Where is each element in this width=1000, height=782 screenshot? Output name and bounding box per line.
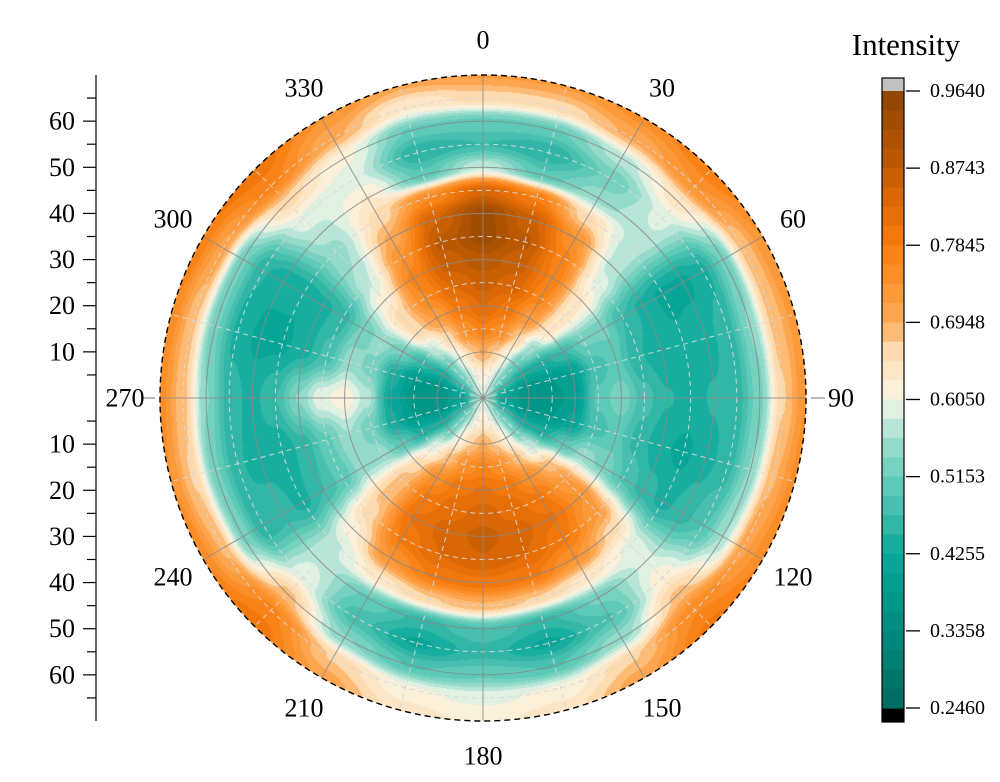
colorbar-tick-label: 0.8743 [930, 157, 985, 179]
radial-tick-labels: 10 10 20 20 30 30 40 40 50 50 60 60 [49, 107, 75, 690]
angular-tick-label: 180 [464, 742, 503, 771]
colorbar-title: Intensity [851, 27, 961, 62]
colorbar-tick-label: 0.7845 [930, 234, 985, 256]
colorbar-tick-label: 0.9640 [930, 80, 985, 102]
colorbar-tick-label: 0.6050 [930, 389, 985, 411]
radial-tick-label: 60 [49, 107, 75, 136]
colorbar-tick-label: 0.5153 [930, 466, 985, 488]
angular-tick-label: 240 [153, 563, 192, 592]
polar-grid-major [160, 75, 806, 721]
radial-tick-label: 50 [49, 153, 75, 182]
radial-tick-label: 30 [49, 522, 75, 551]
colorbar-tick-label: 0.2460 [930, 697, 985, 719]
colorbar-ticks [906, 90, 920, 709]
colorbar [881, 77, 905, 723]
radial-axis [83, 75, 97, 721]
colorbar-tick-label: 0.6948 [930, 311, 985, 333]
radial-tick-label: 40 [49, 199, 75, 228]
angular-tick-label: 150 [643, 694, 682, 723]
angular-tick-label: 210 [285, 694, 324, 723]
angular-tick-label: 330 [285, 73, 324, 102]
angular-tick-label: 270 [106, 384, 145, 413]
radial-tick-label: 50 [49, 614, 75, 643]
angular-tick-label: 120 [774, 563, 813, 592]
angular-tick-label: 30 [649, 73, 675, 102]
angular-tick-label: 0 [477, 26, 490, 55]
colorbar-tick-labels: 0.9640 0.8743 0.7845 0.6948 0.6050 0.5153 0.42… [930, 80, 985, 719]
radial-tick-label: 10 [49, 430, 75, 459]
radial-tick-label: 10 [49, 337, 75, 366]
radial-tick-label: 20 [49, 291, 75, 320]
radial-tick-label: 30 [49, 245, 75, 274]
colorbar-tick-label: 0.3358 [930, 620, 985, 642]
angular-tick-label: 60 [780, 205, 806, 234]
angular-tick-label: 300 [153, 205, 192, 234]
radial-tick-label: 60 [49, 660, 75, 689]
radial-tick-label: 40 [49, 568, 75, 597]
radial-tick-label: 20 [49, 476, 75, 505]
polar-boundary [159, 74, 807, 722]
angular-tick-labels: 0 30 60 90 120 150 180 210 240 270 300 330 [106, 26, 855, 771]
colorbar-tick-label: 0.4255 [930, 543, 985, 565]
angular-tick-label: 90 [828, 384, 854, 413]
